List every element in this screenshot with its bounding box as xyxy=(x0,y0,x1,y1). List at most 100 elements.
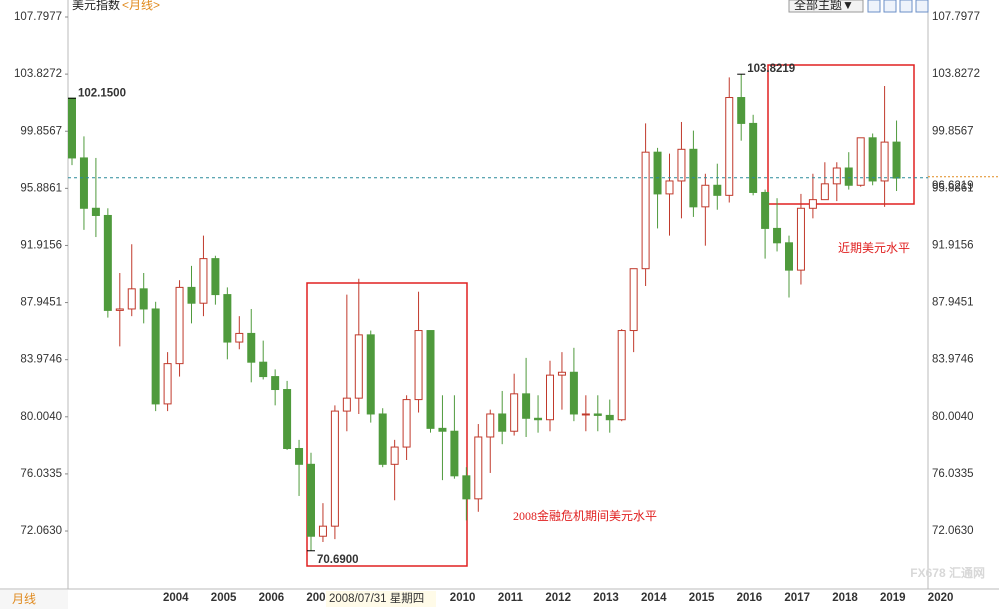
candle-body xyxy=(486,413,495,438)
y-tick-label: 87.9451 xyxy=(20,297,62,309)
candle-body xyxy=(844,167,853,186)
candle-body xyxy=(307,463,315,537)
candle-body xyxy=(103,214,112,311)
box-label: 2008金融危机期间美元水平 xyxy=(513,508,657,523)
y-tick-label: 107.7977 xyxy=(932,11,980,23)
candle-body xyxy=(127,288,136,310)
y-tick-label: 99.8567 xyxy=(20,125,62,137)
candle-body xyxy=(139,288,148,310)
watermark: FX678 汇通网 xyxy=(910,565,985,580)
chart-subtitle: <月线> xyxy=(122,0,160,12)
candle-body xyxy=(785,242,793,271)
y-tick-label: 83.9746 xyxy=(932,354,974,366)
candle-body xyxy=(569,371,578,415)
candle-body xyxy=(820,183,829,201)
y-tick-label: 99.8567 xyxy=(932,125,974,137)
candle-body xyxy=(462,475,471,500)
y-tick-label: 80.0040 xyxy=(20,411,62,423)
candle-body xyxy=(534,417,543,421)
candle-body xyxy=(761,191,770,229)
menu-label[interactable]: 全部主题▼ xyxy=(794,0,854,12)
y-tick-label: 87.9451 xyxy=(932,297,974,309)
y-tick-label: 91.9156 xyxy=(932,239,974,251)
candle-body xyxy=(773,227,782,244)
tool-button[interactable] xyxy=(915,0,929,13)
annotation-label: 103.8219 xyxy=(747,63,795,75)
candle-body xyxy=(163,363,172,405)
candle-body xyxy=(868,137,877,182)
y-tick-label: 72.0630 xyxy=(20,525,62,537)
candle-body xyxy=(271,376,280,391)
candle-body xyxy=(438,427,447,432)
period-label[interactable]: 月线 xyxy=(12,592,36,606)
x-tick-label: 2015 xyxy=(689,592,715,604)
candle-body xyxy=(247,332,256,363)
candle-body xyxy=(546,374,554,421)
x-tick-label: 2013 xyxy=(593,592,619,604)
candle-body xyxy=(880,141,889,182)
candle-body xyxy=(605,414,614,421)
annotation-label: 70.6900 xyxy=(317,554,359,566)
candle-body xyxy=(342,397,351,412)
x-tick-label: 2019 xyxy=(880,592,906,604)
y-tick-label: 95.8861 xyxy=(932,182,974,194)
last-price-label: 96.6219 xyxy=(932,180,974,192)
tool-button[interactable] xyxy=(899,0,913,13)
candle-body xyxy=(402,399,411,448)
candle-body xyxy=(892,141,901,179)
tool-button[interactable] xyxy=(867,0,881,13)
candle-body xyxy=(366,334,375,415)
x-tick-label: 2007 xyxy=(306,592,332,604)
candle-body xyxy=(235,332,244,343)
candle-body xyxy=(426,330,435,429)
y-tick-label: 103.8272 xyxy=(932,68,980,80)
candle-body xyxy=(581,413,590,416)
candle-body xyxy=(617,330,626,421)
x-tick-label: 2017 xyxy=(784,592,810,604)
candle-body xyxy=(68,97,76,159)
candle-body xyxy=(295,447,304,465)
candle-body xyxy=(677,148,686,182)
y-tick-label: 107.7977 xyxy=(14,11,62,23)
candle-body xyxy=(856,137,865,186)
candle-body xyxy=(414,330,423,401)
candle-body xyxy=(725,97,734,196)
candle-body xyxy=(354,334,363,399)
candle-body xyxy=(653,151,662,195)
y-tick-label: 91.9156 xyxy=(20,239,62,251)
candle-body xyxy=(641,151,650,270)
candle-body xyxy=(259,361,268,378)
candle-body xyxy=(629,268,638,332)
candle-body xyxy=(199,258,208,304)
candle-body xyxy=(115,308,124,311)
candle-body xyxy=(330,410,339,527)
candle-body xyxy=(701,184,710,208)
highlight-box xyxy=(306,282,468,567)
box-label: 近期美元水平 xyxy=(838,241,910,255)
x-tick-label: 2018 xyxy=(832,592,858,604)
y-tick-label: 72.0630 xyxy=(932,525,974,537)
menu-button[interactable] xyxy=(788,0,864,13)
x-tick-label: 2014 xyxy=(641,592,667,604)
y-tick-label: 83.9746 xyxy=(20,354,62,366)
y-tick-label: 76.0335 xyxy=(932,468,974,480)
candle-body xyxy=(187,286,196,304)
candle-body xyxy=(211,258,220,296)
cursor-label: 2008/07/31 星期四 xyxy=(329,592,424,605)
x-tick-label: 2004 xyxy=(163,592,189,604)
candle-body xyxy=(808,199,817,209)
candle-body xyxy=(151,308,160,405)
tool-button[interactable] xyxy=(883,0,897,13)
y-tick-label: 76.0335 xyxy=(20,468,62,480)
y-tick-label: 103.8272 xyxy=(14,68,62,80)
candle-body xyxy=(91,207,100,216)
y-tick-label: 80.0040 xyxy=(932,411,974,423)
candle-body xyxy=(796,207,805,271)
x-tick-label: 2020 xyxy=(928,592,954,604)
candle-body xyxy=(175,286,184,365)
candle-body xyxy=(318,525,327,537)
candle-body xyxy=(737,97,746,124)
period-box[interactable] xyxy=(0,590,68,609)
chart-title: 美元指数 xyxy=(72,0,120,12)
annotation-label: 102.1500 xyxy=(78,87,126,99)
